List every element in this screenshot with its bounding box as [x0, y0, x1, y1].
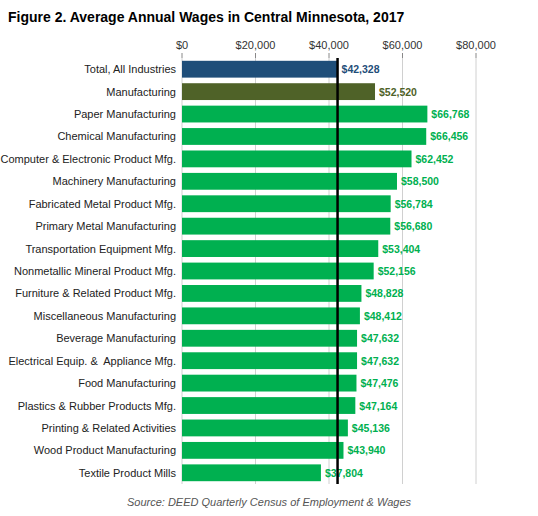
labels: Textile Product Mills $37,804 Wood Product… — [1, 63, 470, 479]
category-label: Beverage Manufacturing — [56, 332, 176, 344]
bar — [182, 307, 360, 324]
bar — [182, 263, 374, 280]
category-label: Total, All Industries — [84, 63, 176, 75]
bar — [182, 420, 348, 437]
bar — [182, 397, 355, 414]
data-label: $58,500 — [401, 175, 439, 187]
data-label: $56,680 — [394, 220, 432, 232]
category-label: Miscellaneous Manufacturing — [34, 310, 176, 322]
bar — [182, 83, 375, 100]
data-label: $42,328 — [342, 63, 380, 75]
tick-mark — [476, 53, 477, 58]
data-label: $47,164 — [359, 400, 397, 412]
category-label: Electrical Equip. & Appliance Mfg. — [8, 355, 176, 367]
category-label: Primary Metal Manufacturing — [35, 220, 176, 232]
category-label: Food Manufacturing — [78, 377, 176, 389]
category-label: Manufacturing — [106, 86, 176, 98]
title: Figure 2. Average Annual Wages in Centra… — [8, 9, 404, 25]
data-label: $53,404 — [382, 243, 420, 255]
bar — [182, 352, 357, 369]
category-label: Chemical Manufacturing — [57, 130, 176, 142]
tick-label: $60,000 — [383, 39, 423, 51]
data-label: $45,136 — [352, 422, 390, 434]
grid — [182, 58, 476, 484]
bar — [182, 106, 427, 123]
data-label: $47,632 — [361, 332, 399, 344]
category-label: Fabricated Metal Product Mfg. — [29, 198, 176, 210]
category-label: Paper Manufacturing — [74, 108, 176, 120]
bar — [182, 442, 343, 459]
category-label: Plastics & Rubber Products Mfg. — [18, 400, 176, 412]
bar — [182, 464, 321, 481]
source-note: Source: DEED Quarterly Census of Employm… — [127, 496, 412, 508]
data-label: $62,452 — [416, 153, 454, 165]
category-label: Transportation Equipment Mfg. — [25, 243, 176, 255]
data-label: $48,828 — [365, 287, 403, 299]
reference-line — [336, 58, 339, 484]
data-label: $56,784 — [395, 198, 433, 210]
data-label: $43,940 — [347, 444, 385, 456]
bar — [182, 375, 356, 392]
category-label: Textile Product Mills — [79, 467, 177, 479]
category-label: Machinery Manufacturing — [52, 175, 176, 187]
data-label: $66,456 — [430, 130, 468, 142]
bar — [182, 128, 426, 145]
bars — [182, 61, 427, 481]
chart: Figure 2. Average Annual Wages in Centra… — [0, 0, 538, 516]
category-label: Nonmetallic Mineral Product Mfg. — [14, 265, 176, 277]
data-label: $47,632 — [361, 355, 399, 367]
bar — [182, 150, 412, 167]
bar — [182, 61, 338, 78]
grid-line — [476, 58, 477, 484]
tick-label: $40,000 — [309, 39, 349, 51]
category-label: Printing & Related Activities — [41, 422, 176, 434]
data-label: $66,768 — [431, 108, 469, 120]
data-label: $47,476 — [360, 377, 398, 389]
tick-label: $80,000 — [456, 39, 496, 51]
data-label: $37,804 — [325, 467, 363, 479]
tick-mark — [255, 53, 256, 58]
tick-mark — [329, 53, 330, 58]
bar — [182, 218, 390, 235]
category-label: Computer & Electronic Product Mfg. — [1, 153, 176, 165]
category-label: Wood Product Manufacturing — [34, 444, 176, 456]
bar — [182, 330, 357, 347]
x-axis: $0 $20,000 $40,000 $60,000 $80,000 — [176, 39, 496, 58]
data-label: $48,412 — [364, 310, 402, 322]
bar — [182, 285, 361, 302]
tick-label: $20,000 — [236, 39, 276, 51]
bar — [182, 173, 397, 190]
bar — [182, 240, 378, 257]
data-label: $52,520 — [379, 86, 417, 98]
category-label: Furniture & Related Product Mfg. — [15, 287, 176, 299]
bar — [182, 195, 391, 212]
tick-mark — [402, 53, 403, 58]
data-label: $52,156 — [378, 265, 416, 277]
tick-mark — [182, 53, 183, 58]
tick-label: $0 — [176, 39, 188, 51]
